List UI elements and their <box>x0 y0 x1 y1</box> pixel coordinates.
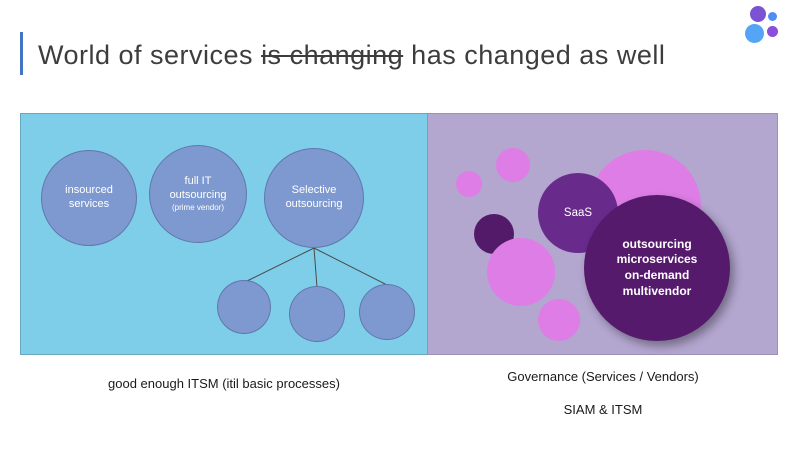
bigdark-line-1: outsourcing <box>622 236 692 251</box>
small-vendor-bubble-2 <box>289 286 345 342</box>
title-strikethrough-text: is changing <box>261 40 404 70</box>
title-prefix: World of services <box>38 40 262 70</box>
left-panel-caption: good enough ITSM (itil basic processes) <box>108 376 340 391</box>
bubble-selective-outsourcing: Selective outsourcing <box>264 148 364 248</box>
title-suffix: has changed as well <box>403 40 666 70</box>
bubble-selective-label: Selective outsourcing <box>285 184 343 210</box>
logo-dot-blue-small <box>768 12 777 21</box>
bubble-insourced-services: insourced services <box>41 150 137 246</box>
pink-bubble-small-2 <box>496 148 530 182</box>
logo-dot-purple-large <box>750 6 766 22</box>
logo-dot-purple-small <box>767 26 778 37</box>
pink-bubble-small-1 <box>456 171 482 197</box>
left-panel-past-services: insourced services full IT outsourcing (… <box>20 113 428 355</box>
bubble-insourced-label: insourced services <box>65 184 113 210</box>
bubble-outsourcing-microservices: outsourcing microservices on-demand mult… <box>584 195 730 341</box>
page-title: World of services is changing has change… <box>38 40 665 71</box>
logo-dot-blue-large <box>745 24 764 43</box>
bubble-fullit-subtext: (prime vendor) <box>171 203 224 213</box>
bigdark-line-2: microservices <box>616 252 698 267</box>
bigdark-line-3: on-demand <box>624 268 690 282</box>
right-panel-new-services: SaaS outsourcing microservices on-demand… <box>428 113 778 355</box>
small-vendor-bubble-3 <box>359 284 415 340</box>
small-vendor-bubble-1 <box>217 280 271 334</box>
bigdark-line-4: multivendor <box>622 283 692 298</box>
right-panel-caption-governance: Governance (Services / Vendors) <box>507 369 699 384</box>
bubble-fullit-line1: full IT <box>184 174 212 187</box>
title-accent-bar <box>20 32 23 75</box>
bubble-fullit-line2: outsourcing <box>169 188 227 201</box>
pink-bubble-medium <box>487 238 555 306</box>
right-panel-caption-siam-itsm: SIAM & ITSM <box>563 402 643 417</box>
bubble-full-it-outsourcing: full IT outsourcing (prime vendor) <box>149 145 247 243</box>
bubble-saas-label: SaaS <box>563 207 593 219</box>
pink-bubble-small-3 <box>538 299 580 341</box>
dots-cluster-logo-icon <box>740 4 790 50</box>
connector-lines <box>244 247 388 288</box>
